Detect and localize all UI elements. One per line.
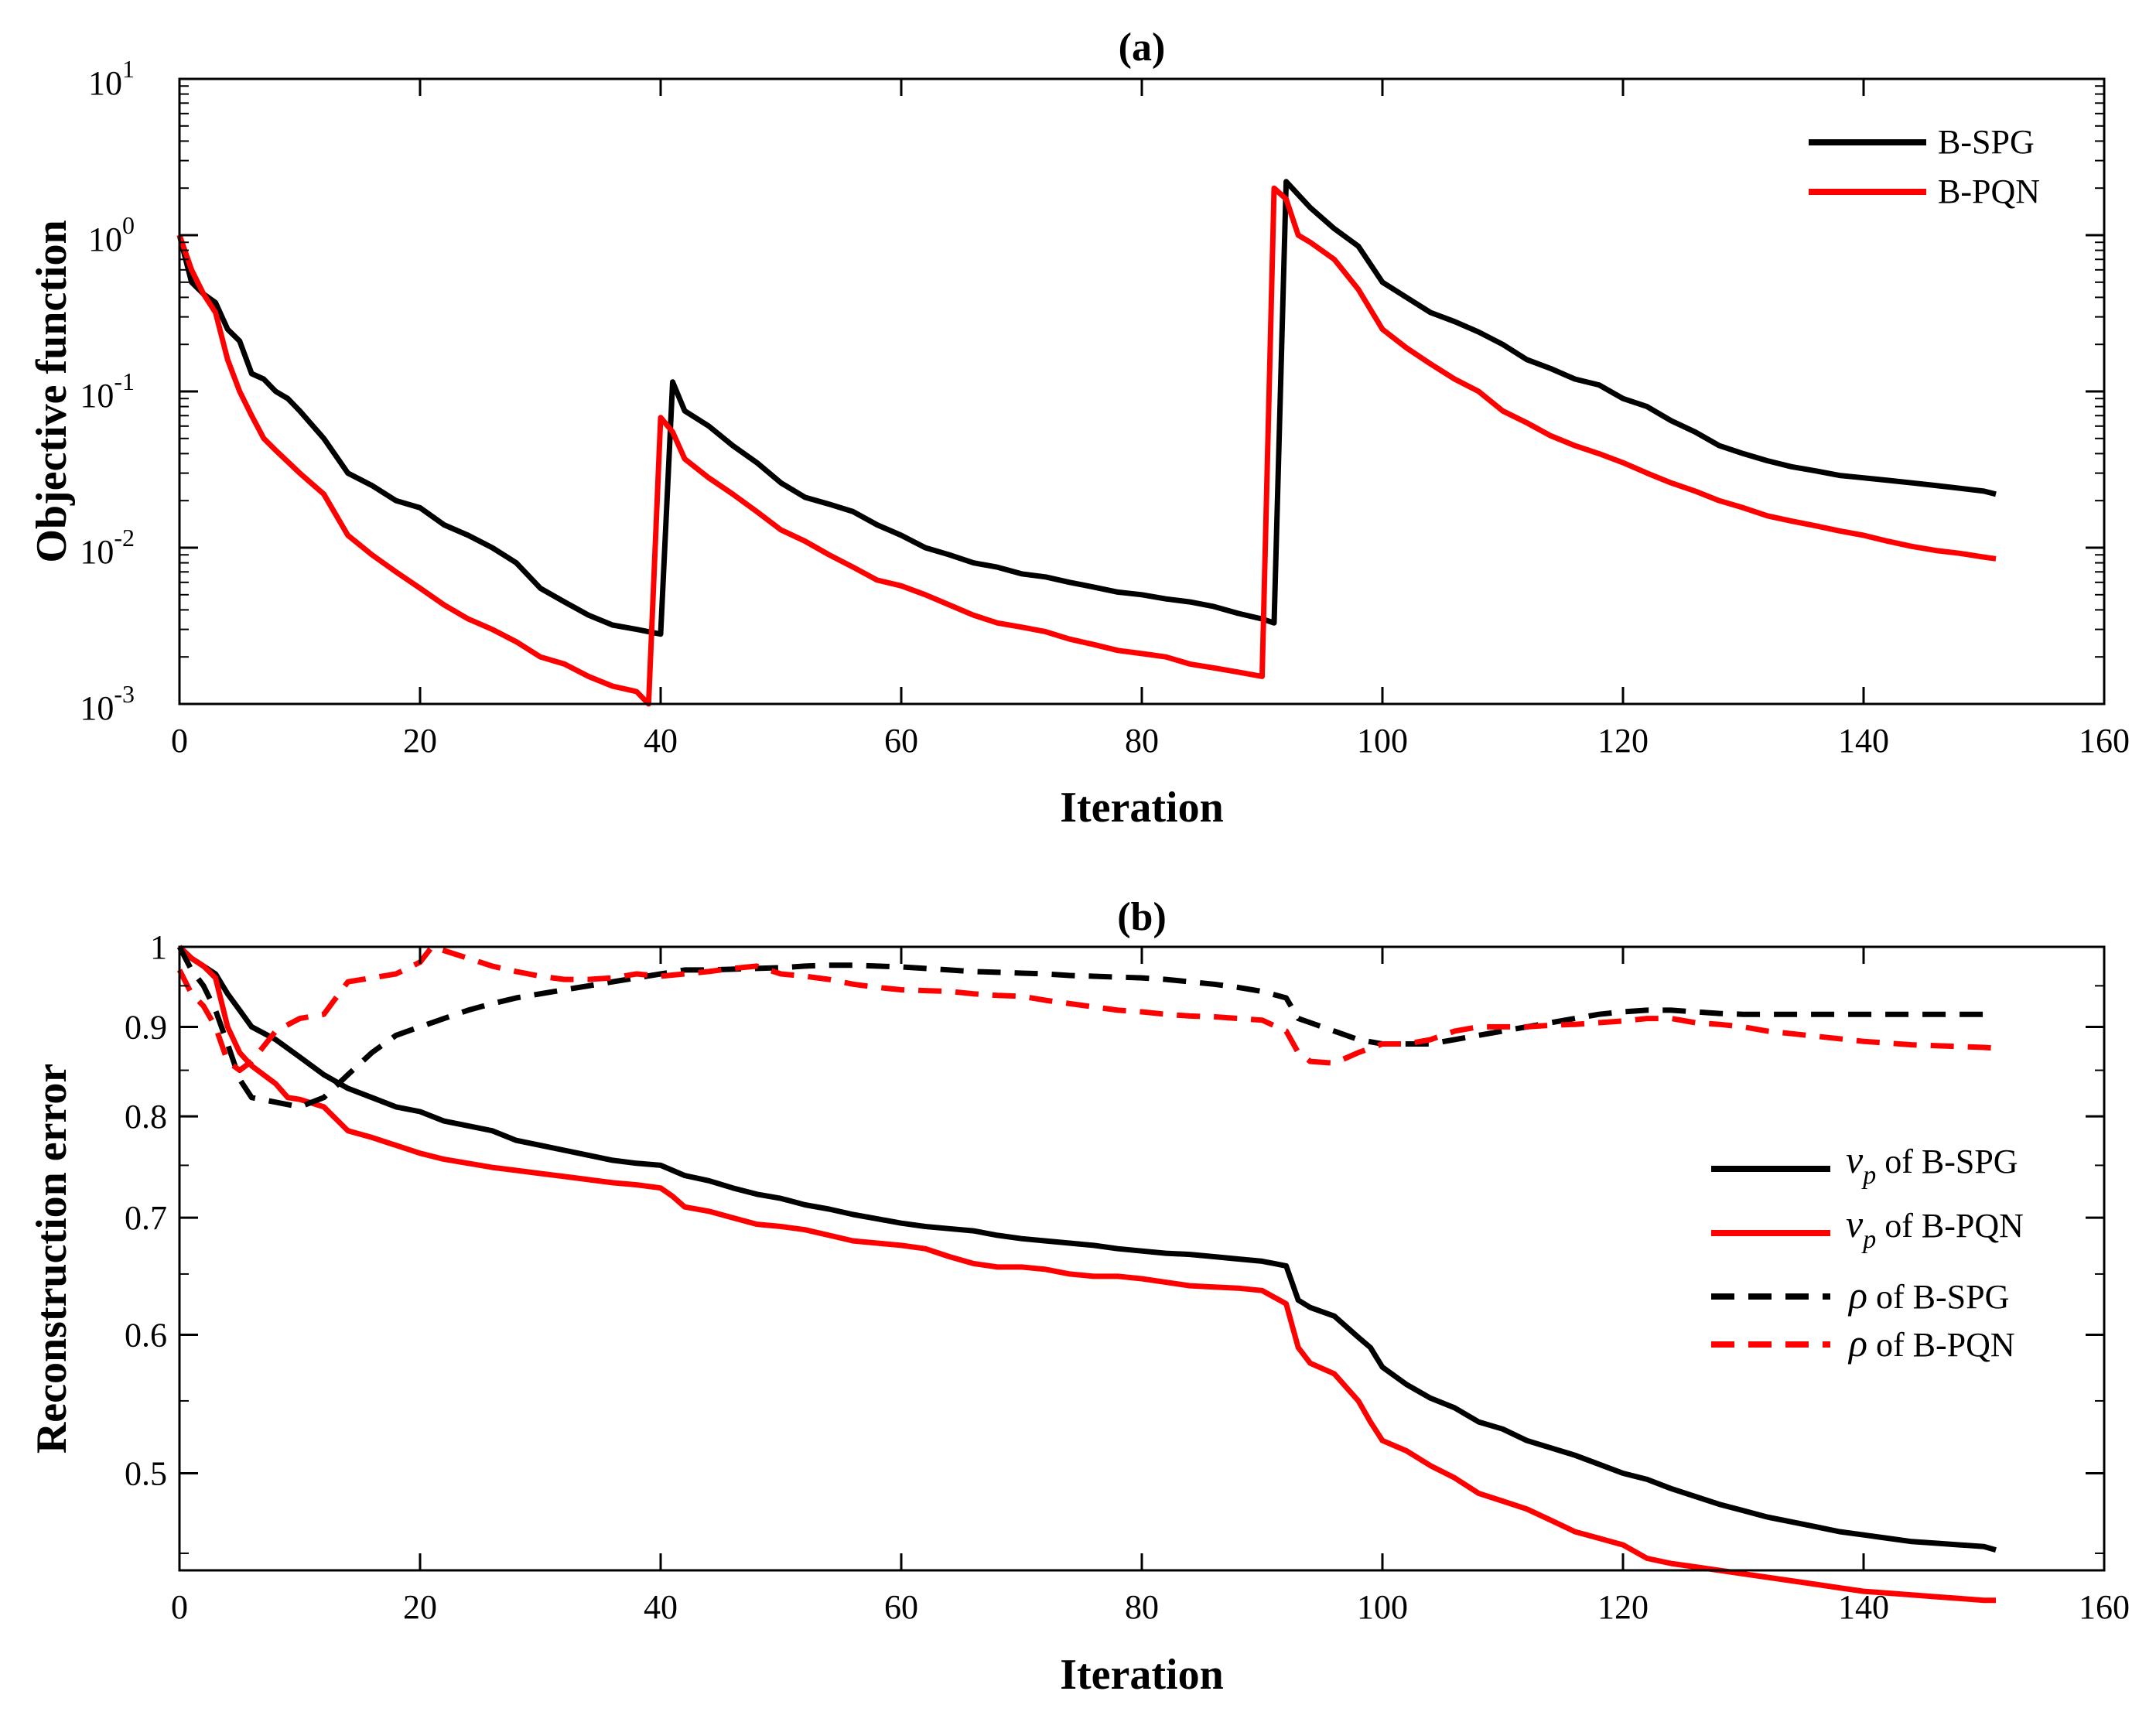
x-tick-label: 80 [1125,722,1159,760]
series-line-series-1-b [177,945,1996,1604]
x-tick-label: 60 [884,722,918,760]
y-tick-label: 101 [88,55,135,102]
legend-a: B-SPG B-PQN [1809,123,2040,210]
x-tick-label: 20 [403,1588,437,1626]
panel-a: 0 20 40 60 80 100 120 140 16010-310-210-1100101 … [28,26,2130,832]
x-tick-label: 0 [171,1588,188,1626]
series-group-b [176,944,1997,1604]
series-line-b-spg-a [176,179,1997,637]
x-tick-label: 140 [1838,722,1889,760]
legend-label-rho-bpqn: ρ of B-PQN [1847,1321,2015,1365]
x-tick-label: 100 [1357,722,1408,760]
plot-area-b [179,947,2104,1570]
y-tick-label: 10-2 [80,524,135,571]
y-axis-label-a: Objective function [28,220,76,562]
y-tick-label: 10-1 [80,367,135,415]
x-tick-label: 40 [644,722,678,760]
legend-label-rho-bspg: ρ of B-SPG [1847,1273,2009,1317]
series-line-series-0-b [177,945,1997,1553]
x-tick-label: 20 [403,722,437,760]
y-tick-label: 0.6 [125,1317,167,1355]
x-tick-label: 80 [1125,1588,1159,1626]
legend-label-vp-bpqn: vp of B-PQN [1846,1202,2024,1254]
x-tick-label: 160 [2079,722,2130,760]
x-tick-label: 100 [1357,1588,1408,1626]
x-tick-label: 160 [2079,1588,2130,1626]
legend-label-bpqn-a: B-PQN [1938,173,2040,210]
series-line-series-3-b [176,944,1997,1074]
x-axis-label-a: Iteration [1060,784,1224,832]
x-tick-label: 60 [884,1588,918,1626]
legend-label-vp-bspg: vp of B-SPG [1846,1138,2018,1190]
y-tick-label: 100 [88,211,135,258]
chart-title-a: (a) [1119,26,1166,70]
series-group-a [176,179,1997,707]
y-tick-label: 1 [150,928,167,966]
x-tick-label: 40 [644,1588,678,1626]
y-tick-label: 0.8 [125,1098,167,1136]
chart-title-b: (b) [1117,895,1167,939]
x-tick-label: 140 [1838,1588,1889,1626]
y-tick-label: 0.5 [125,1454,167,1492]
y-tick-label: 10-3 [80,680,135,727]
legend-label-bspg-a: B-SPG [1938,123,2035,161]
ticks-a: 0 20 40 60 80 100 120 140 160 10-3 10-2 10-1 100 101 [80,55,2130,760]
series-line-b-pqn-a [176,185,1997,707]
x-tick-label: 120 [1597,722,1649,760]
y-tick-label: 0.9 [125,1008,167,1046]
legend-b: vp of B-SPG vp of B-PQN ρ of B-SPG ρ of … [1711,1138,2024,1365]
y-tick-label: 0.7 [125,1199,167,1237]
panel-b: 0 20 40 60 80 100 120 140 160 0.5 0.6 0.7 0.8 0.9 1 (b… [28,895,2130,1699]
x-axis-label-b: Iteration [1060,1651,1224,1699]
x-tick-label: 0 [171,722,188,760]
y-axis-label-b: Reconstruction error [28,1064,76,1454]
x-tick-label: 120 [1597,1588,1649,1626]
ticks-b: 0 20 40 60 80 100 120 140 160 0.5 0.6 0.7 0.8 0.9 1 [125,928,2130,1626]
series-line-series-2-b [176,945,1996,1110]
plot-area-a [179,79,2104,704]
